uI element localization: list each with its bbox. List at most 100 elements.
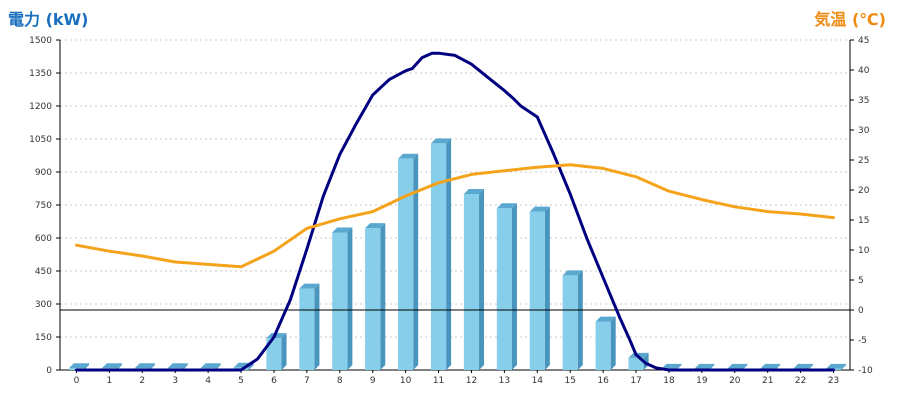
bar-top [727,363,748,369]
bar-side [643,352,649,370]
bar-side [808,363,814,370]
x-tick-label: 22 [795,376,806,386]
bar-side [248,362,254,370]
x-tick-label: 21 [762,376,773,386]
left-tick-label: 1050 [29,135,52,145]
bar [628,357,644,370]
x-tick-label: 19 [696,376,708,386]
bar [496,208,512,370]
x-tick-label: 6 [271,376,277,386]
bar [529,211,545,370]
right-axis-title: 気温 (℃) [814,10,886,29]
bar-side [116,363,122,370]
right-tick-label: -5 [858,336,867,346]
bar-top [562,270,583,276]
bar-top [529,206,550,212]
left-tick-label: 1350 [29,69,52,79]
x-tick-label: 10 [400,376,412,386]
bar [562,275,578,370]
left-tick-label: 600 [35,234,52,244]
bar [299,288,315,370]
right-tick-label: 0 [858,306,864,316]
x-tick-label: 12 [466,376,477,386]
bar-top [332,227,353,233]
left-tick-label: 1500 [29,36,52,46]
bar [463,194,480,370]
left-tick-label: 0 [46,366,52,376]
x-tick-label: 15 [564,376,575,386]
bar-top [793,363,814,369]
bar [595,321,611,370]
bar-side [775,363,781,370]
left-tick-label: 450 [35,267,52,277]
x-tick-label: 1 [107,376,113,386]
bar-side [413,153,419,370]
bar [332,232,348,370]
x-tick-label: 0 [74,376,80,386]
x-tick-label: 11 [433,376,444,386]
bar-top [463,189,485,194]
left-tick-label: 300 [35,300,52,310]
x-tick-label: 8 [337,376,343,386]
x-tick-label: 13 [499,376,510,386]
bar [266,338,282,370]
left-tick-label: 1200 [29,102,52,112]
x-tick-label: 20 [729,376,741,386]
bar-side [511,203,517,370]
bar-side [215,363,221,370]
right-tick-label: 5 [858,276,864,286]
temperature-line [75,163,835,269]
bar-top [661,363,682,369]
left-tick-label: 750 [35,201,52,211]
bar-top [101,363,122,369]
bar-top [825,363,847,369]
bar-top [694,363,715,369]
bar-side [446,138,452,370]
left-tick-label: 150 [35,333,52,343]
right-tick-label: 25 [858,156,869,166]
bar-side [676,363,682,370]
bar-side [182,363,188,370]
bar-top [266,333,287,339]
x-tick-label: 9 [370,376,376,386]
right-tick-label: -10 [858,366,873,376]
bar-top [134,363,155,369]
x-tick-label: 3 [172,376,178,386]
bar-top [760,363,781,369]
bar-top [365,223,386,229]
bar-top [595,316,616,322]
x-tick-label: 2 [139,376,145,386]
right-tick-label: 15 [858,216,869,226]
bar-top [200,363,221,369]
bar-side [380,223,386,370]
bar-top [68,363,90,369]
x-tick-label: 5 [238,376,244,386]
bar-side [841,363,847,370]
x-tick-label: 16 [597,376,609,386]
right-tick-label: 20 [858,186,870,196]
bar-side [347,227,353,370]
bar [430,143,447,370]
bar-top [496,203,517,209]
right-tick-label: 45 [858,36,869,46]
bar-side [314,283,320,370]
bar-side [479,189,485,370]
bar-top [430,138,452,144]
bar-side [84,363,90,370]
bar [398,158,414,370]
power-line [75,51,835,372]
bar-side [544,206,550,370]
x-tick-label: 23 [828,376,839,386]
bar-side [149,363,155,370]
left-tick-label: 900 [35,168,52,178]
bar-top [398,153,419,159]
bar-side [610,316,616,370]
right-tick-label: 40 [858,66,870,76]
left-axis-title: 電力 (kW) [8,10,89,29]
x-tick-label: 4 [205,376,211,386]
bar-side [281,333,287,370]
bar [365,228,381,370]
bar-top [299,283,320,289]
right-tick-label: 35 [858,96,869,106]
